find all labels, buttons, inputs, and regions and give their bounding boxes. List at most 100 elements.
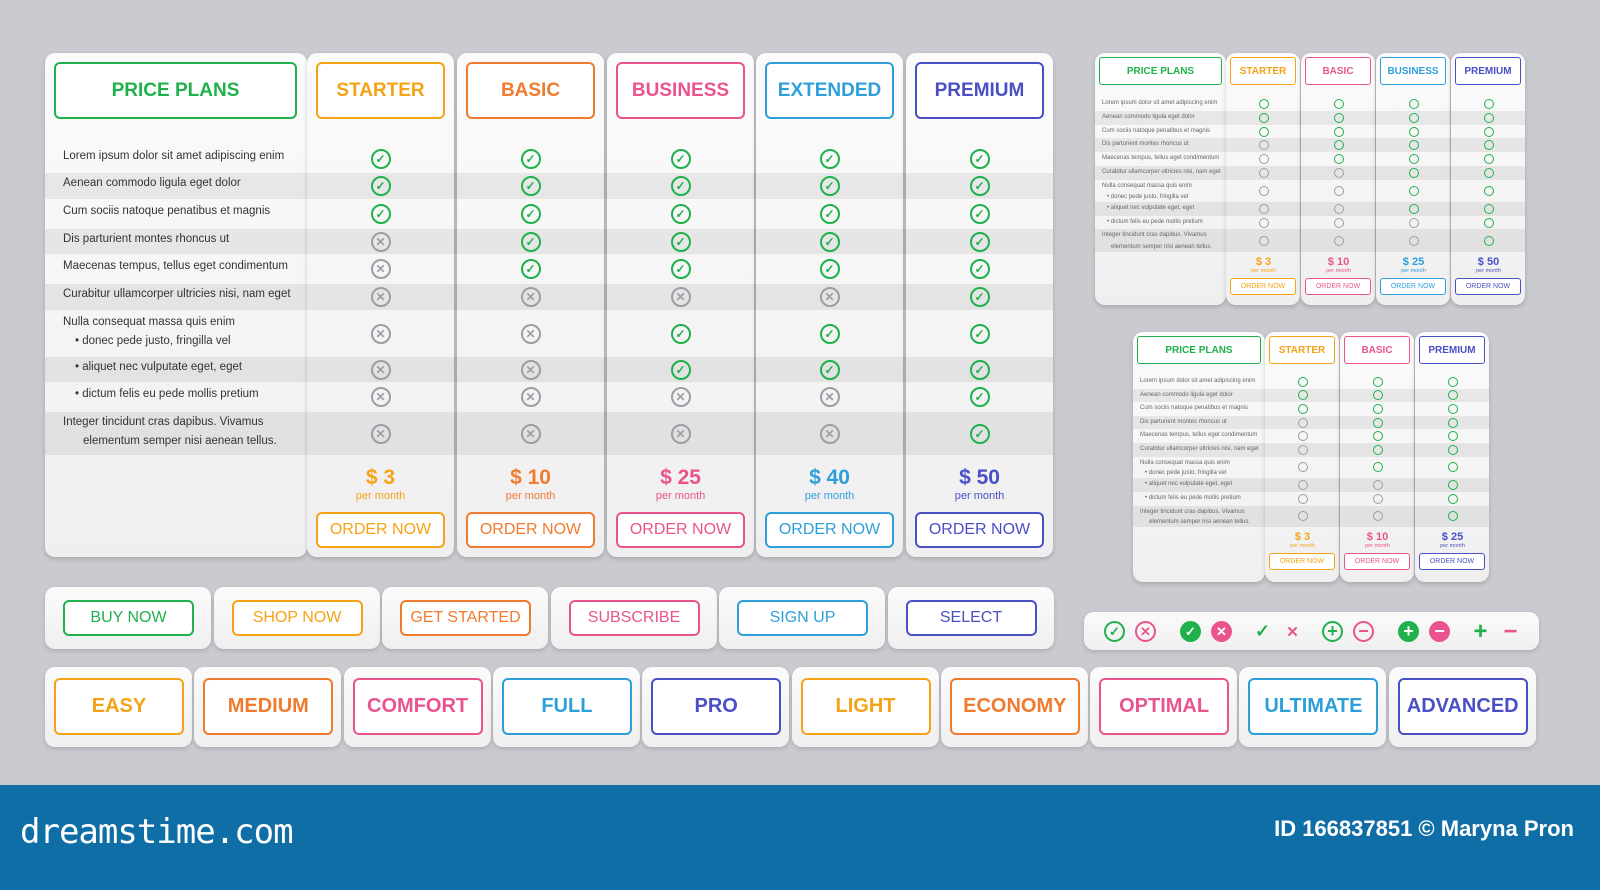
check-circle-icon: ✓: [819, 231, 840, 252]
cross-circle-icon: ✕: [520, 359, 541, 380]
order-now-button[interactable]: ORDER NOW: [316, 512, 445, 548]
sign-up-button[interactable]: SIGN UP: [737, 600, 868, 636]
feature-label: Curabitur ullamcorper ultricies nisi, na…: [63, 288, 291, 300]
plan-price: $ 3: [1255, 255, 1272, 268]
plan-header-premium[interactable]: PREMIUM: [1455, 57, 1521, 85]
feature-label: • dictum felis eu pede mollis pretium: [1107, 218, 1203, 225]
advanced-button[interactable]: ADVANCED: [1397, 678, 1528, 735]
plan-header-starter[interactable]: STARTER: [316, 62, 445, 119]
economy-button[interactable]: ECONOMY: [949, 678, 1080, 735]
subscribe-button[interactable]: SUBSCRIBE: [568, 600, 700, 636]
feature-label: Maecenas tempus, tellus eget condimentum: [63, 260, 289, 272]
feature-label: • dictum felis eu pede mollis pretium: [1145, 494, 1241, 501]
cross-circle-icon: [1258, 154, 1269, 165]
cross-circle-icon: [1372, 511, 1383, 522]
check-circle-icon: ✓: [670, 359, 691, 380]
check-circle-icon: ✓: [520, 204, 541, 224]
light-button[interactable]: LIGHT: [800, 678, 931, 735]
shop-now-button[interactable]: SHOP NOW: [231, 600, 363, 636]
check-circle-icon: [1483, 112, 1494, 123]
order-now-button[interactable]: ORDER NOW: [915, 512, 1044, 548]
row-stripe: [1133, 478, 1489, 492]
buy-now-button[interactable]: BUY NOW: [63, 600, 194, 636]
order-now-button[interactable]: ORDER NOW: [466, 512, 595, 548]
order-now-button[interactable]: ORDER NOW: [616, 512, 745, 548]
feature-label: Lorem ipsum dolor sit amet adipiscing en…: [1140, 378, 1256, 384]
optimal-button[interactable]: OPTIMAL: [1099, 678, 1230, 735]
order-now-button[interactable]: ORDER NOW: [1380, 277, 1446, 295]
price-plans-header: PRICE PLANS: [1137, 336, 1261, 364]
plan-header-starter[interactable]: STARTER: [1269, 336, 1335, 364]
feature-label: Cum sociis natoque penatibus et magnis: [1140, 405, 1249, 412]
plan-price: $ 25: [1402, 255, 1425, 268]
check-circle-icon: [1447, 480, 1458, 491]
cross-circle-icon: ✕: [670, 423, 691, 444]
feature-label: Integer tincidunt cras dapibus. Vivamus: [63, 416, 264, 428]
check-circle-icon: ✓: [969, 287, 990, 307]
row-stripe: [1133, 388, 1489, 403]
check-circle-icon: ✓: [969, 231, 990, 252]
check-circle-icon: ✓: [670, 176, 691, 196]
cross-circle-icon: ✕: [520, 423, 541, 444]
comfort-button[interactable]: COMFORT: [352, 678, 483, 735]
plan-period: per month: [1401, 267, 1426, 274]
row-stripe: [1133, 443, 1489, 457]
order-now-button[interactable]: ORDER NOW: [765, 512, 894, 548]
plan-header-premium[interactable]: PREMIUM: [915, 62, 1044, 119]
check-circle-icon: [1372, 417, 1383, 428]
check-circle-icon: ✓: [520, 176, 541, 196]
order-now-button[interactable]: ORDER NOW: [1344, 553, 1410, 571]
order-now-button[interactable]: ORDER NOW: [1269, 553, 1335, 571]
cross-circle-icon: ✕: [670, 387, 691, 407]
plan-header-starter[interactable]: STARTER: [1230, 57, 1296, 85]
ultimate-button[interactable]: ULTIMATE: [1248, 678, 1379, 735]
plan-header-basic[interactable]: BASIC: [1305, 57, 1371, 85]
check-circle-icon: [1447, 390, 1458, 401]
order-now-button[interactable]: ORDER NOW: [1230, 277, 1296, 295]
cross-circle-icon: ✕: [370, 287, 391, 307]
features-column: [1095, 53, 1226, 305]
select-button[interactable]: SELECT: [905, 600, 1037, 636]
plan-header-business[interactable]: BUSINESS: [616, 62, 745, 119]
plan-period: per month: [1290, 543, 1315, 550]
order-now-button[interactable]: ORDER NOW: [1419, 553, 1485, 571]
cross-circle-icon: ✕: [819, 287, 840, 307]
cross-circle-icon: [1297, 493, 1308, 504]
row-stripe: [45, 173, 1053, 199]
feature-label: Aenean commodo ligula eget dolor: [1102, 113, 1195, 120]
plan-header-extended[interactable]: EXTENDED: [765, 62, 894, 119]
medium-button[interactable]: MEDIUM: [203, 678, 334, 735]
footer-logo[interactable]: dreamstime.com: [20, 812, 294, 852]
plan-price: $ 10: [510, 466, 551, 489]
plan-header-business[interactable]: BUSINESS: [1380, 57, 1446, 85]
check-circle-icon: ✓: [370, 204, 391, 224]
plan-price: $ 25: [660, 466, 701, 489]
get-started-button[interactable]: GET STARTED: [400, 600, 531, 636]
check-circle-icon: [1408, 140, 1419, 151]
check-circle-icon: ✓: [370, 148, 391, 169]
feature-label: elementum semper nisi aenean tellus.: [83, 435, 277, 447]
check-circle-icon: ✓: [969, 204, 990, 224]
full-button[interactable]: FULL: [501, 678, 632, 735]
order-now-button[interactable]: ORDER NOW: [1305, 277, 1371, 295]
check-circle-icon: ✓: [520, 259, 541, 279]
plan-header-basic[interactable]: BASIC: [1344, 336, 1410, 364]
check-circle-icon: [1408, 167, 1419, 178]
plan-header-basic[interactable]: BASIC: [466, 62, 595, 119]
check-circle-icon: [1372, 376, 1383, 387]
feature-label: Nulla consequat massa quis enim: [63, 316, 235, 328]
pro-button[interactable]: PRO: [651, 678, 782, 735]
feature-label: Cum sociis natoque penatibus et magnis: [1102, 127, 1211, 134]
cross-circle-icon: [1258, 185, 1269, 196]
order-now-button[interactable]: ORDER NOW: [1455, 277, 1521, 295]
easy-button[interactable]: EASY: [54, 678, 184, 735]
check-circle-icon: [1297, 404, 1308, 414]
plan-column: [1415, 332, 1489, 582]
price-plans-header: PRICE PLANS: [1099, 57, 1222, 85]
plan-column: [1376, 53, 1450, 305]
feature-label: elementum semper nisi aenean tellus.: [1111, 243, 1213, 250]
plus-circle-icon: +: [1322, 621, 1343, 642]
check-circle-icon: ✓: [819, 176, 840, 196]
plan-header-premium[interactable]: PREMIUM: [1419, 336, 1485, 364]
check-circle-icon: [1408, 185, 1419, 196]
